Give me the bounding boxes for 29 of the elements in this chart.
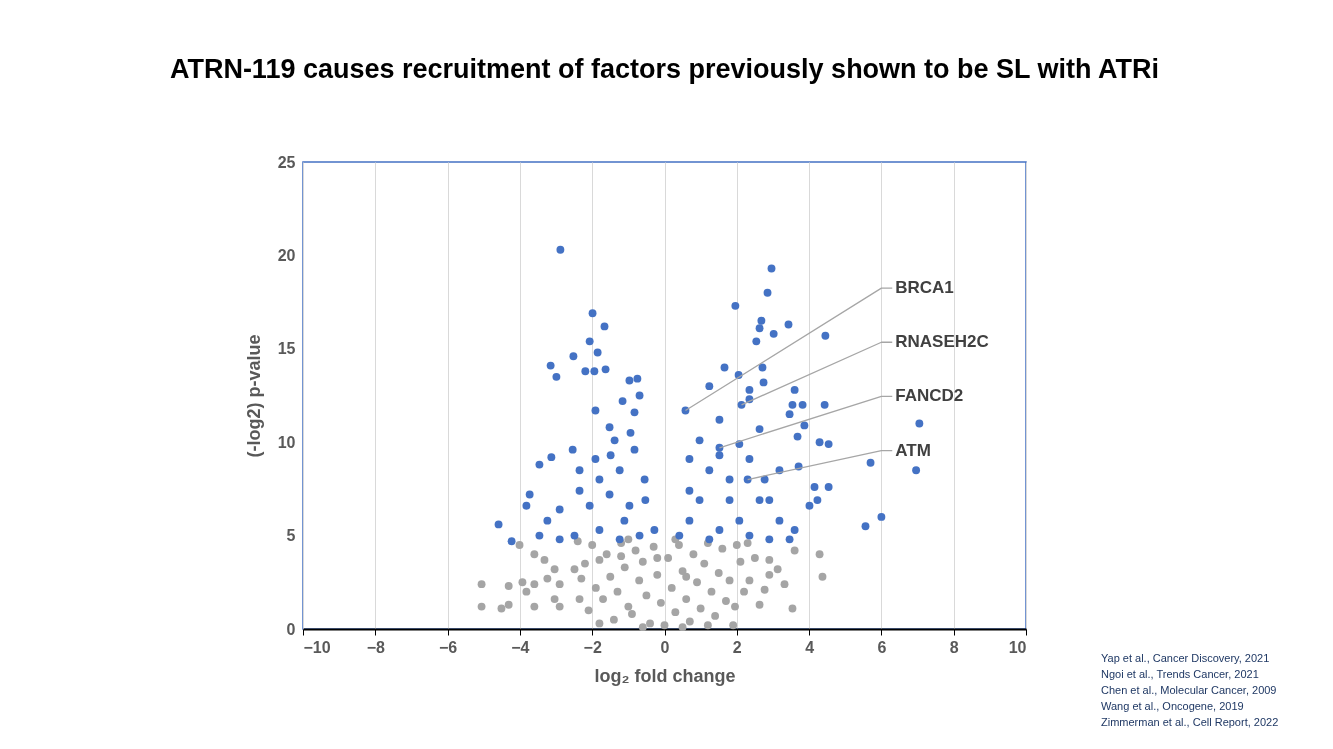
annotation: ATM bbox=[895, 440, 931, 460]
annotation: FANCD2 bbox=[895, 386, 964, 406]
text: Ngoi et al., Trends Cancer, 2021 bbox=[1101, 668, 1259, 680]
y-tick-label: 15 bbox=[277, 340, 296, 358]
x-tick-label: −8 bbox=[366, 638, 386, 656]
x-tick-label: −4 bbox=[511, 638, 530, 656]
x-tick-label: 10 bbox=[1008, 638, 1027, 656]
x-tick-label: 0 bbox=[660, 638, 670, 656]
chart-title: ATRN-119 causes recruitment of factors previously shown to be SL with ATRi bbox=[169, 54, 1160, 84]
x-tick-label: 4 bbox=[805, 638, 815, 656]
x-tick-label: −6 bbox=[438, 638, 458, 656]
x-axis-title: log₂ fold change bbox=[594, 665, 736, 686]
x-tick-label: −2 bbox=[583, 638, 602, 656]
text: Chen et al., Molecular Cancer, 2009 bbox=[1101, 684, 1277, 696]
y-tick-label: 25 bbox=[277, 153, 296, 171]
annotation: RNASEH2C bbox=[895, 332, 989, 352]
x-tick-label: 6 bbox=[877, 638, 887, 656]
x-tick-label: 2 bbox=[732, 638, 742, 656]
y-axis-title: (-log2) p-value bbox=[243, 334, 264, 458]
y-tick-label: 0 bbox=[286, 620, 296, 638]
x-tick-label: −10 bbox=[303, 638, 331, 656]
x-tick-label: 8 bbox=[949, 638, 959, 656]
annotation: BRCA1 bbox=[895, 278, 954, 298]
y-tick-label: 5 bbox=[286, 527, 296, 545]
y-tick-label: 10 bbox=[277, 433, 296, 451]
y-tick-label: 20 bbox=[277, 246, 296, 264]
text: Wang et al., Oncogene, 2019 bbox=[1101, 700, 1244, 712]
text: Zimmerman et al., Cell Report, 2022 bbox=[1101, 716, 1279, 728]
text: Yap et al., Cancer Discovery, 2021 bbox=[1101, 652, 1270, 664]
